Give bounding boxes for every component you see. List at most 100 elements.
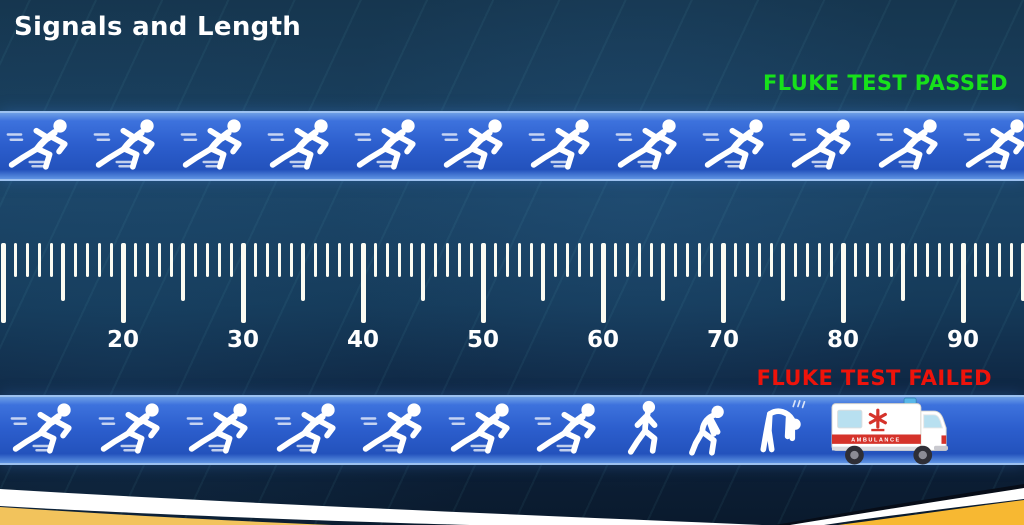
ruler-tick: [950, 243, 953, 277]
ruler-tick: [314, 243, 317, 277]
sprinter-icon: [701, 116, 775, 177]
ruler-tick: [86, 243, 89, 277]
ambulance-icon: AMBULANCE: [829, 396, 951, 473]
fluke-test-passed-label: FLUKE TEST PASSED: [763, 71, 1008, 95]
sprinter-icon: [97, 400, 171, 461]
ruler-tick: [446, 243, 449, 277]
ruler-tick: [578, 243, 581, 277]
sprinter-icon: [875, 116, 949, 177]
ruler-tick: [878, 243, 881, 277]
sprinter-icon: [614, 116, 688, 177]
ruler-tick: [26, 243, 29, 277]
ruler-tick: [301, 243, 305, 301]
ruler-tick: [541, 243, 545, 301]
sprinter-icon: [533, 400, 607, 461]
swoosh-yellow-left: [0, 507, 332, 525]
ruler-tick: [458, 243, 461, 277]
sprinter-icon: [353, 116, 427, 177]
ruler-tick: [50, 243, 53, 277]
ruler-tick: [121, 243, 126, 323]
ruler-tick: [926, 243, 929, 277]
ruler-label: 50: [466, 327, 499, 353]
sprinter-icon: [185, 400, 259, 461]
sprinter-icon: [92, 116, 166, 177]
ruler-tick: [61, 243, 65, 301]
sprinter-icon: [788, 116, 862, 177]
sprinter-icon: [359, 400, 433, 461]
ruler-tick: [254, 243, 257, 277]
ruler-tick: [841, 243, 846, 323]
swoosh-dark-edge-right: [775, 484, 1024, 525]
ruler-tick: [218, 243, 221, 277]
sprinter-icon: [447, 400, 521, 461]
ruler-tick: [134, 243, 137, 277]
ruler-tick: [98, 243, 101, 277]
svg-text:AMBULANCE: AMBULANCE: [851, 438, 901, 444]
ruler-tick: [206, 243, 209, 277]
ruler-tick: [650, 243, 653, 277]
ruler-tick: [770, 243, 773, 277]
ruler-tick: [566, 243, 569, 277]
ruler-tick: [1, 243, 6, 323]
ruler-tick: [194, 243, 197, 277]
ruler-tick: [278, 243, 281, 277]
ruler-label: 40: [346, 327, 379, 353]
ruler-tick: [230, 243, 233, 277]
sprinter-icon: [527, 116, 601, 177]
ruler-tick: [170, 243, 173, 277]
ruler-tick: [398, 243, 401, 277]
ruler-tick: [110, 243, 113, 277]
ruler-tick: [241, 243, 246, 323]
ruler-tick: [806, 243, 809, 277]
ruler-tick: [386, 243, 389, 277]
ruler-tick: [614, 243, 617, 277]
ruler-tick: [146, 243, 149, 277]
ruler-label: 30: [226, 327, 259, 353]
ruler-tick: [661, 243, 665, 301]
ruler-tick: [794, 243, 797, 277]
ruler-tick: [746, 243, 749, 277]
swoosh-yellow-right: [838, 500, 1024, 525]
ruler-label: 60: [586, 327, 619, 353]
ruler-tick: [986, 243, 989, 277]
ruler-tick: [434, 243, 437, 277]
ruler-tick: [914, 243, 917, 277]
ruler-tick: [626, 243, 629, 277]
ruler-tick: [818, 243, 821, 277]
passed-runner-band: [0, 111, 1024, 181]
ruler-tick: [181, 243, 185, 301]
ruler-tick: [530, 243, 533, 277]
ruler-tick: [854, 243, 857, 277]
ruler-label: 70: [706, 327, 739, 353]
ruler-tick: [866, 243, 869, 277]
ruler-tick: [421, 243, 425, 301]
sprinter-icon: [962, 116, 1024, 177]
swoosh-white-right: [790, 488, 1024, 525]
ruler-tick: [158, 243, 161, 277]
sprinter-icon: [266, 116, 340, 177]
sprinter-icon: [440, 116, 514, 177]
ruler-tick: [781, 243, 785, 301]
ruler-tick: [410, 243, 413, 277]
ruler-tick: [698, 243, 701, 277]
bottom-swoosh-decoration: [0, 484, 1024, 525]
ruler-tick: [506, 243, 509, 277]
ruler-tick: [710, 243, 713, 277]
ruler-tick: [290, 243, 293, 277]
ruler-label: 80: [826, 327, 859, 353]
ruler-tick: [470, 243, 473, 277]
ruler-tick: [601, 243, 606, 323]
failed-runner-band: AMBULANCE: [0, 395, 1024, 465]
ruler-tick: [481, 243, 486, 323]
ruler-tick: [721, 243, 726, 323]
ruler-tick: [361, 243, 366, 323]
ruler-label: 20: [106, 327, 139, 353]
ruler-tick: [554, 243, 557, 277]
ruler-tick: [1010, 243, 1013, 277]
ruler-tick: [758, 243, 761, 277]
ruler-tick: [518, 243, 521, 277]
sprinter-icon: [179, 116, 253, 177]
ruler-tick: [590, 243, 593, 277]
ruler-tick: [1021, 243, 1024, 301]
